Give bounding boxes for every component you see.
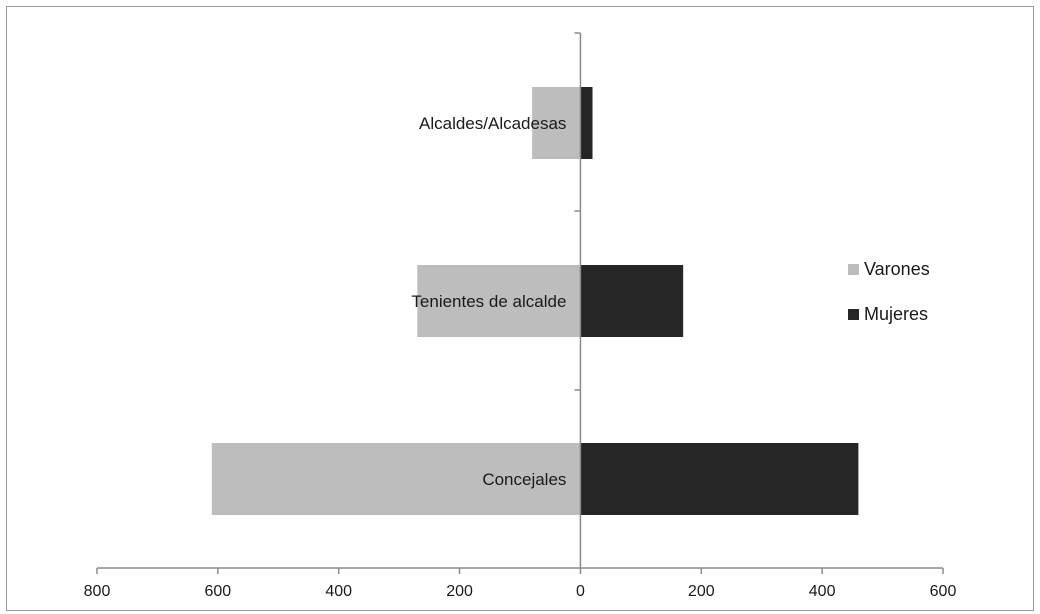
bar-varones-1 [417,265,581,337]
x-tick-label: 600 [930,583,957,600]
x-tick-label: 400 [809,583,836,600]
x-tick-label: 800 [84,583,111,600]
bar-varones-2 [211,443,581,515]
legend-label-varones: Varones [864,259,930,279]
legend-label-mujeres: Mujeres [864,304,928,324]
x-tick-label: 400 [325,583,352,600]
legend-swatch-mujeres [848,309,859,320]
bar-mujeres-1 [580,265,684,337]
category-label: Tenientes de alcalde [411,292,566,311]
category-label: Alcaldes/Alcadesas [419,114,566,133]
bar-varones-0 [532,87,581,159]
x-tick-label: 200 [688,583,715,600]
category-label: Concejales [482,470,566,489]
bar-mujeres-2 [580,443,859,515]
x-tick-label: 600 [205,583,232,600]
legend-swatch-varones [848,264,859,275]
x-tick-label: 200 [446,583,473,600]
x-tick-label: 0 [576,583,585,600]
bar-mujeres-0 [580,87,593,159]
